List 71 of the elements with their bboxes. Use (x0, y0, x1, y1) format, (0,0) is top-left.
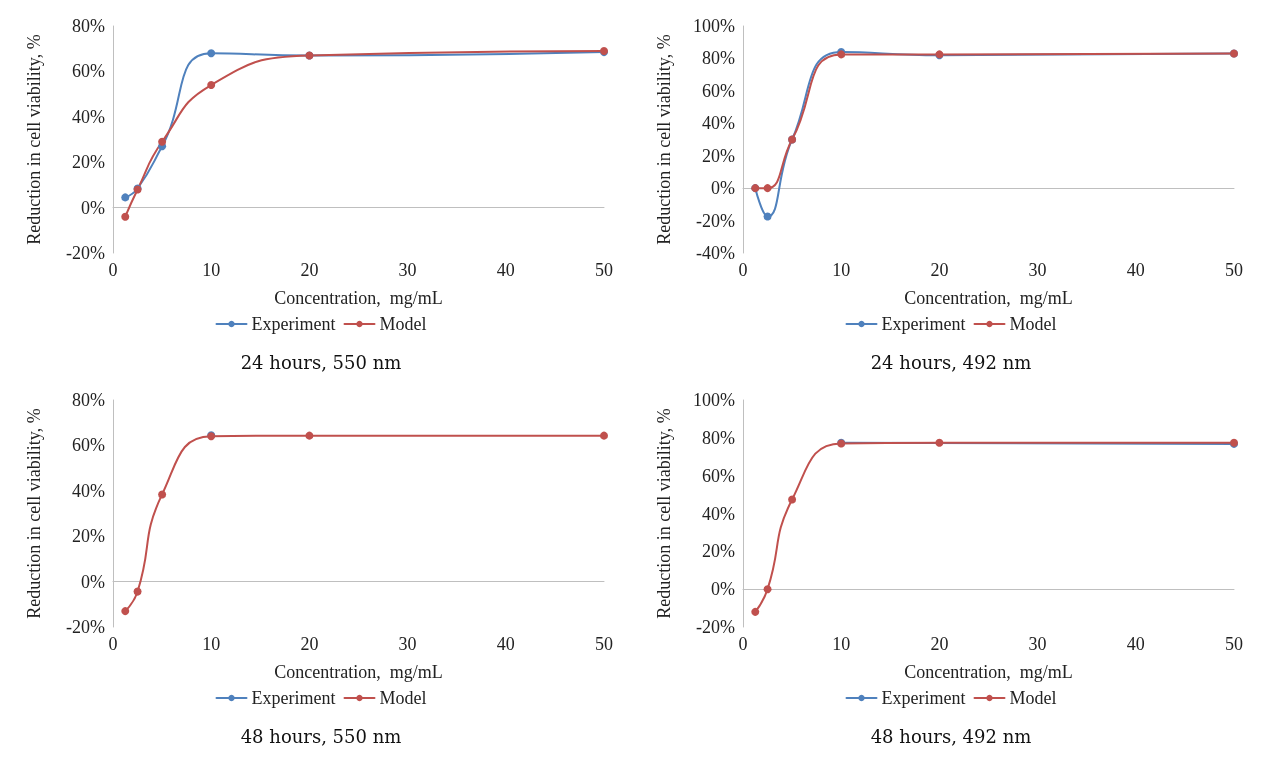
y-tick-label: 80% (72, 390, 105, 410)
y-tick-label: 80% (702, 48, 735, 69)
x-tick-label: 30 (1028, 260, 1047, 280)
x-tick-label: 10 (202, 260, 221, 280)
legend-label: Experiment (881, 314, 966, 334)
y-axis-title: Reduction in cell viability, % (24, 408, 44, 619)
x-tick-label: 30 (1028, 634, 1047, 654)
x-tick-label: 10 (832, 260, 851, 280)
x-tick-label: 0 (108, 634, 118, 654)
x-axis-title: Concentration, mg/mL (904, 288, 1073, 308)
y-axis-title: Reduction in cell viability, % (24, 34, 44, 245)
y-tick-label: 20% (702, 541, 735, 562)
y-tick-label: 100% (693, 390, 735, 410)
x-tick-label: 0 (738, 260, 748, 280)
x-tick-label: 20 (930, 260, 949, 280)
y-tick-label: -20% (66, 617, 105, 637)
x-tick-label: 50 (1225, 260, 1243, 280)
y-tick-label: -40% (696, 243, 735, 263)
y-tick-label: 0% (81, 197, 105, 218)
legend-label: Experiment (251, 314, 336, 334)
x-tick-label: 10 (202, 634, 221, 654)
y-axis-title: Reduction in cell viability, % (654, 34, 674, 245)
y-tick-label: 60% (702, 80, 735, 101)
legend-label: Model (379, 688, 427, 708)
y-tick-label: 20% (72, 152, 105, 173)
x-tick-label: 20 (930, 634, 949, 654)
y-axis-title: Reduction in cell viability, % (654, 408, 674, 619)
text: 24 hours, 550 nm (240, 351, 402, 373)
x-axis-title: Concentration, mg/mL (274, 662, 443, 682)
x-tick-label: 40 (496, 634, 515, 654)
y-tick-label: 40% (702, 113, 735, 134)
x-tick-label: 50 (1225, 634, 1243, 654)
x-axis-title: Concentration, mg/mL (274, 288, 443, 308)
y-tick-label: 0% (711, 579, 735, 600)
x-tick-label: 50 (595, 260, 613, 280)
x-axis-title: Concentration, mg/mL (904, 662, 1073, 682)
legend-label: Model (1009, 314, 1057, 334)
x-tick-label: 40 (1126, 260, 1145, 280)
text: 48 hours, 492 nm (870, 725, 1032, 747)
y-tick-label: 60% (72, 61, 105, 82)
y-tick-label: 20% (72, 526, 105, 547)
x-tick-label: 20 (300, 634, 319, 654)
y-tick-label: 20% (702, 145, 735, 166)
y-tick-label: -20% (696, 210, 735, 231)
y-tick-label: 80% (702, 427, 735, 448)
x-tick-label: 0 (108, 260, 118, 280)
x-tick-label: 30 (398, 260, 417, 280)
y-tick-label: 40% (72, 480, 105, 501)
x-tick-label: 10 (832, 634, 851, 654)
x-tick-label: 40 (496, 260, 515, 280)
x-tick-label: 40 (1126, 634, 1145, 654)
y-tick-label: 40% (702, 503, 735, 524)
y-tick-label: 60% (72, 435, 105, 456)
x-tick-label: 20 (300, 260, 319, 280)
y-tick-label: -20% (696, 617, 735, 637)
x-tick-label: 0 (738, 634, 748, 654)
legend-label: Experiment (251, 688, 336, 708)
text: 48 hours, 550 nm (240, 725, 402, 747)
x-tick-label: 30 (398, 634, 417, 654)
y-tick-label: 80% (72, 16, 105, 36)
y-tick-label: 100% (693, 16, 735, 36)
x-tick-label: 50 (595, 634, 613, 654)
y-tick-label: -20% (66, 243, 105, 263)
text: 24 hours, 492 nm (870, 351, 1032, 373)
y-tick-label: 0% (711, 178, 735, 199)
y-tick-label: 60% (702, 465, 735, 486)
legend-label: Model (379, 314, 427, 334)
y-tick-label: 0% (81, 571, 105, 592)
legend-label: Experiment (881, 688, 966, 708)
legend-label: Model (1009, 688, 1057, 708)
y-tick-label: 40% (72, 106, 105, 127)
